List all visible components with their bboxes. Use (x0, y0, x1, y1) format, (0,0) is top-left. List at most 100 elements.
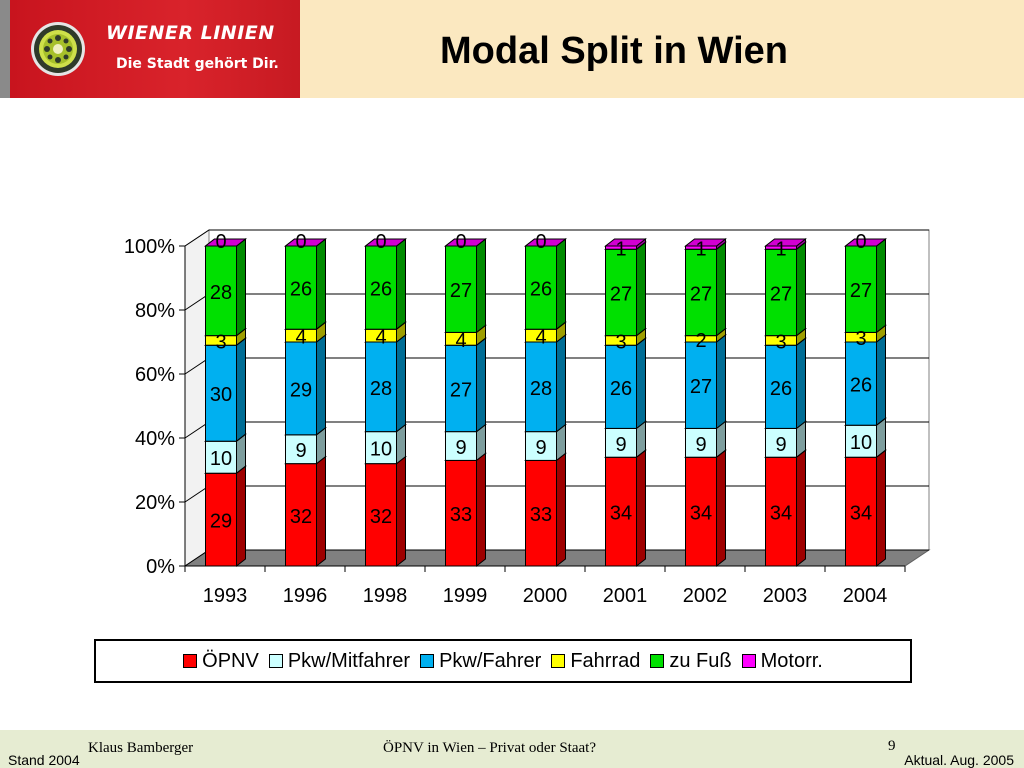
legend-swatch (551, 654, 566, 668)
data-label: 10 (210, 448, 232, 470)
bar-segment (684, 237, 727, 251)
data-label: 27 (450, 280, 472, 302)
bar-top (364, 238, 407, 247)
bar-segment (364, 238, 407, 247)
x-tick-label: 1993 (203, 585, 248, 607)
bar-face (685, 341, 717, 429)
y-tick-label: 20% (135, 492, 175, 514)
bar-segment (284, 238, 327, 247)
bar-side (796, 449, 806, 568)
legend-swatch (650, 654, 665, 668)
legend-label: Fahrrad (570, 649, 641, 672)
bar-side (476, 237, 486, 334)
wheel-logo-icon (31, 22, 85, 76)
footer-page-number: 9 (888, 738, 896, 754)
data-label: 9 (455, 437, 466, 459)
bar-segment (204, 337, 247, 443)
data-label: 33 (450, 504, 472, 526)
legend-item: Fahrrad (551, 650, 640, 673)
data-label: 29 (290, 379, 312, 401)
data-label: 26 (290, 279, 312, 301)
bar-top (204, 238, 247, 247)
logo-edge (0, 0, 10, 98)
bar-face (765, 248, 797, 337)
legend-label: Pkw/Fahrer (439, 649, 542, 672)
bar-face (445, 459, 477, 567)
y-tick-label: 0% (146, 556, 175, 578)
data-label: 4 (455, 330, 466, 352)
bar-segment (604, 241, 647, 337)
bar-top (444, 238, 487, 247)
data-label: 3 (215, 331, 226, 353)
bar-side (556, 237, 566, 331)
data-label: 9 (775, 434, 786, 456)
data-label: 27 (690, 283, 712, 305)
data-label: 1 (775, 239, 786, 261)
bar-side (796, 337, 806, 430)
legend-item: Pkw/Mitfahrer (268, 650, 410, 673)
chart-axes: 0%20%40%60%80%100%1993 1996 1998 1999 2000 20… (124, 236, 906, 607)
data-label: 33 (530, 504, 552, 526)
bar-face (765, 427, 797, 458)
bar-segment (604, 237, 647, 251)
bar-segment (844, 449, 887, 568)
bar-side (716, 333, 726, 430)
data-label: 4 (375, 327, 386, 349)
slide-footer: Klaus Bamberger ÖPNV in Wien – Privat od… (0, 730, 1024, 768)
data-label: 26 (530, 279, 552, 301)
bar-face (205, 344, 237, 442)
x-tick-label: 1996 (283, 585, 328, 607)
bar-face (365, 431, 397, 465)
bar-side (876, 449, 886, 568)
bar-side (396, 455, 406, 568)
bar-face (445, 431, 477, 461)
brand-slogan: Die Stadt gehört Dir. (116, 56, 279, 72)
bar-face (365, 463, 397, 567)
bar-side (316, 237, 326, 331)
bar-side (556, 452, 566, 568)
data-label: 9 (695, 434, 706, 456)
x-tick-label: 2000 (523, 585, 568, 607)
bar-face (285, 434, 317, 465)
data-label: 27 (850, 280, 872, 302)
data-label: 4 (295, 327, 306, 349)
wiener-linien-logo: WIENER LINIEN Die Stadt gehört Dir. (0, 0, 300, 98)
data-label: 28 (370, 378, 392, 400)
data-label: 9 (295, 440, 306, 462)
bar-side (476, 452, 486, 568)
bar-face (845, 456, 877, 567)
footer-author: Klaus Bamberger (88, 740, 194, 756)
data-label: 9 (615, 434, 626, 456)
data-label: 2 (695, 330, 706, 352)
data-label: 34 (610, 503, 632, 525)
data-label: 34 (850, 503, 872, 525)
x-tick-label: 1998 (363, 585, 408, 607)
data-label: 26 (610, 378, 632, 400)
bar-face (285, 341, 317, 436)
bar-top (764, 238, 807, 247)
bar-face (205, 440, 237, 474)
x-tick-label: 2002 (683, 585, 728, 607)
data-label: 26 (370, 279, 392, 301)
legend-swatch (741, 654, 756, 668)
x-tick-label: 1999 (443, 585, 488, 607)
chart-bars (204, 237, 887, 568)
bar-side (396, 333, 406, 433)
data-label: 27 (450, 379, 472, 401)
bar-face (445, 245, 477, 333)
data-label: 1 (695, 239, 706, 261)
bar-face (765, 456, 797, 567)
bar-top (844, 238, 887, 247)
gridline (184, 229, 929, 247)
data-label: 34 (690, 503, 712, 525)
bar-face (525, 431, 557, 461)
bar-top (604, 238, 647, 247)
bar-side (716, 449, 726, 568)
legend-swatch (420, 654, 435, 668)
data-label: 34 (770, 503, 792, 525)
bar-face (685, 248, 717, 337)
data-label: 1 (615, 239, 626, 261)
legend-label: Motorr. (760, 649, 823, 672)
brand-name: WIENER LINIEN (106, 22, 275, 44)
legend-label: ÖPNV (202, 649, 259, 672)
